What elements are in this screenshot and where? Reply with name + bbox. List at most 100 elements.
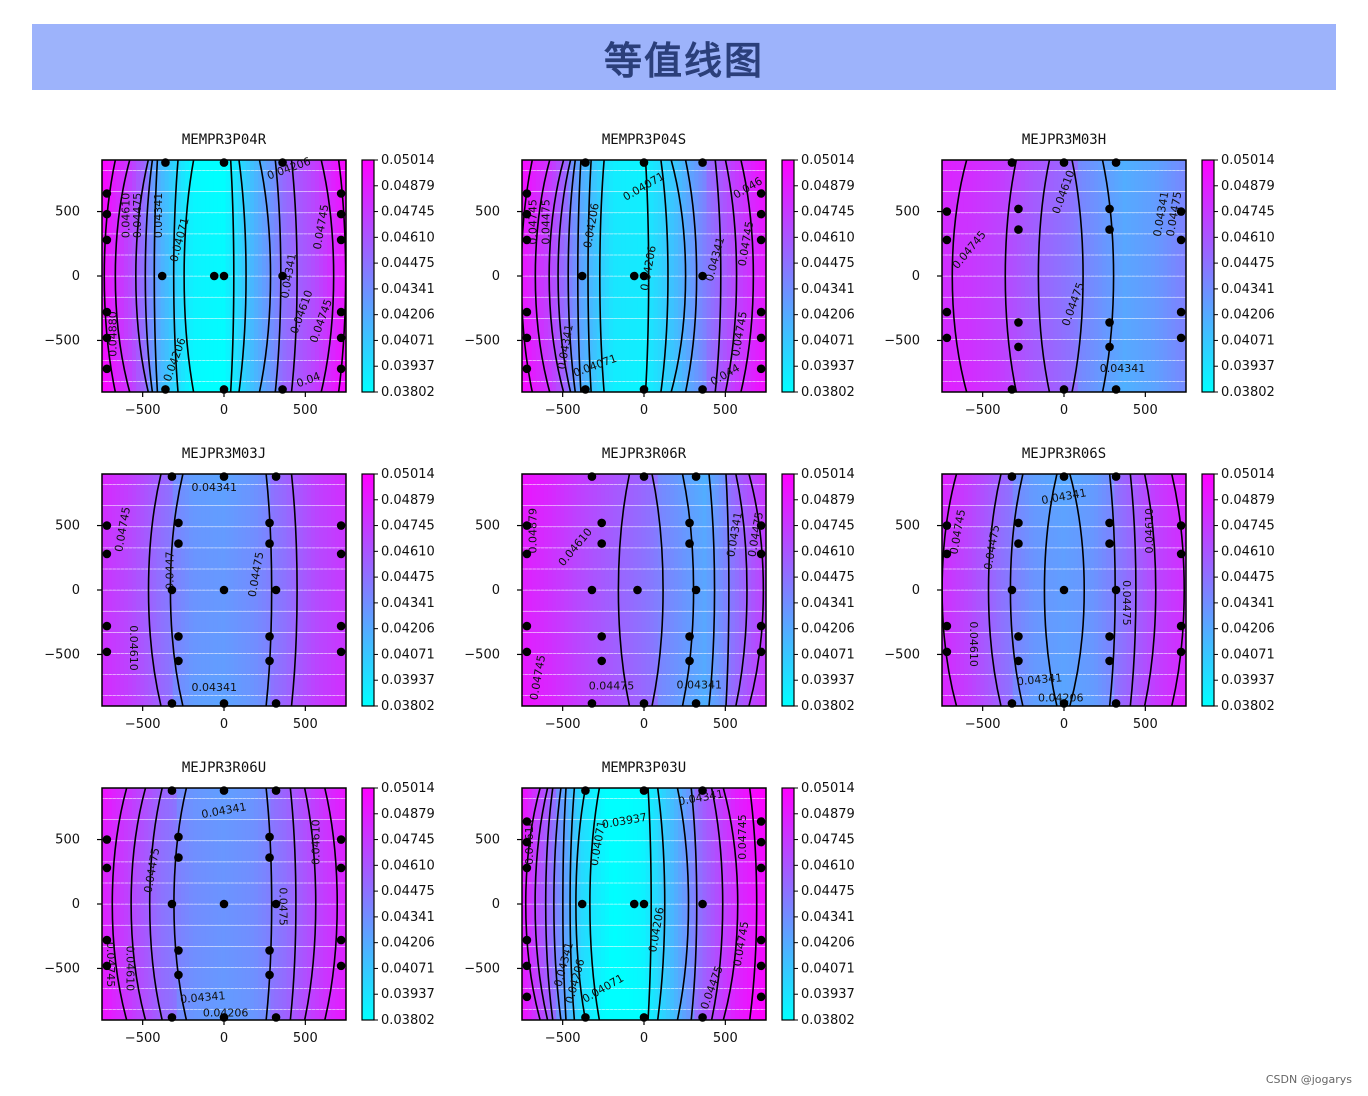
x-tick-label: 0	[1060, 403, 1068, 418]
colorbar-label: 0.04475	[801, 256, 855, 271]
sample-point	[942, 521, 952, 530]
contour-field	[522, 160, 766, 392]
contour-line	[303, 788, 317, 1020]
sample-points	[102, 472, 346, 708]
contour-line	[656, 788, 666, 1020]
sample-point	[1014, 518, 1023, 528]
colorbar-label: 0.03937	[801, 673, 855, 688]
contour-panel-8: 0.03937 0.04071 0.04610 0.04341 0.04745 0.042…	[464, 760, 854, 1046]
colorbar-label: 0.04879	[381, 493, 435, 508]
sample-point	[336, 333, 346, 343]
contour-lines	[111, 788, 339, 1020]
contour-field	[102, 788, 346, 1020]
sample-point	[167, 585, 177, 595]
x-tick-label: −500	[545, 403, 581, 418]
sample-point	[1014, 318, 1023, 327]
contour-line	[714, 160, 722, 392]
colorbar-label: 0.04206	[381, 622, 435, 637]
colorbar-label: 0.04341	[381, 596, 435, 611]
contour-line	[238, 160, 247, 392]
sample-point	[1007, 585, 1017, 595]
sample-point	[174, 632, 183, 641]
sample-point	[265, 539, 274, 548]
contour-line	[290, 474, 298, 706]
sample-point	[336, 863, 346, 873]
colorbar-label: 0.03937	[801, 359, 855, 374]
sample-point	[522, 189, 532, 198]
contour-lines	[103, 160, 346, 392]
contour-line	[1143, 474, 1157, 706]
colorbar-label: 0.04475	[801, 570, 855, 585]
sample-point	[522, 621, 532, 631]
colorbar-label: 0.04879	[1221, 493, 1275, 508]
sample-point	[756, 307, 766, 317]
colorbar-label: 0.04341	[381, 282, 435, 297]
x-tick-label: 0	[640, 717, 648, 732]
colorbar-label: 0.04341	[801, 596, 855, 611]
colorbar-label: 0.03802	[1221, 699, 1275, 714]
y-tick-label: 0	[492, 269, 500, 284]
colorbar-label: 0.03937	[801, 987, 855, 1002]
sample-point	[336, 209, 346, 219]
colorbar	[1201, 473, 1215, 707]
sample-point	[336, 521, 346, 530]
sample-point	[1176, 621, 1186, 631]
contour-line	[320, 160, 335, 392]
colorbar-label: 0.04071	[381, 647, 435, 662]
colorbar-label: 0.04475	[381, 884, 435, 899]
sample-point	[336, 647, 346, 657]
contour-label: 0.0447	[163, 551, 176, 590]
sample-point	[102, 235, 112, 245]
y-tick-label: 500	[475, 833, 500, 848]
y-tick-label: −500	[464, 647, 500, 662]
sample-point	[1105, 225, 1114, 234]
contour-line	[651, 474, 664, 706]
sample-point	[522, 992, 532, 1002]
colorbar-label: 0.04610	[1221, 230, 1275, 245]
sample-point	[174, 518, 183, 528]
sample-point	[336, 961, 346, 971]
contour-line	[660, 160, 669, 392]
colorbar-label: 0.04206	[1221, 308, 1275, 323]
colorbar-label: 0.05014	[801, 781, 855, 796]
x-tick-label: 0	[1060, 717, 1068, 732]
sample-point	[219, 585, 229, 595]
contour-line	[567, 160, 577, 392]
y-tick-label: 0	[912, 583, 920, 598]
contour-line	[740, 160, 755, 392]
y-tick-label: −500	[884, 333, 920, 348]
contour-line	[323, 788, 339, 1020]
sample-point	[1176, 307, 1186, 317]
contour-lines	[524, 788, 758, 1020]
contour-line	[290, 160, 298, 392]
sample-point	[756, 817, 766, 826]
sample-point	[1014, 204, 1023, 214]
x-tick-label: 500	[293, 1031, 318, 1046]
colorbar-label: 0.04745	[1221, 519, 1275, 534]
contour-label: 0.04206	[1038, 691, 1084, 704]
contour-line	[576, 160, 582, 392]
colorbar-label: 0.04341	[1221, 596, 1275, 611]
sample-point	[219, 899, 229, 909]
contour-field	[522, 474, 766, 706]
colorbar-label: 0.04745	[801, 519, 855, 534]
y-tick-label: 0	[492, 583, 500, 598]
sample-point	[174, 832, 183, 842]
sample-point	[1014, 656, 1023, 666]
colorbar-label: 0.04475	[381, 570, 435, 585]
contour-line	[722, 788, 739, 1020]
colorbar-label: 0.04341	[801, 282, 855, 297]
sample-point	[1105, 518, 1114, 528]
x-tick-label: 500	[293, 403, 318, 418]
contour-line	[617, 474, 631, 706]
colorbar-label: 0.03802	[801, 699, 855, 714]
contour-line	[135, 160, 150, 392]
contour-line	[258, 160, 272, 392]
sample-point	[1105, 204, 1114, 214]
x-tick-label: 500	[1133, 403, 1158, 418]
contour-panel-5: 0.04610 0.04879 0.04341 0.04475 0.04475 0.043…	[464, 446, 854, 732]
contour-line	[1071, 160, 1084, 392]
colorbar-label: 0.04206	[801, 308, 855, 323]
